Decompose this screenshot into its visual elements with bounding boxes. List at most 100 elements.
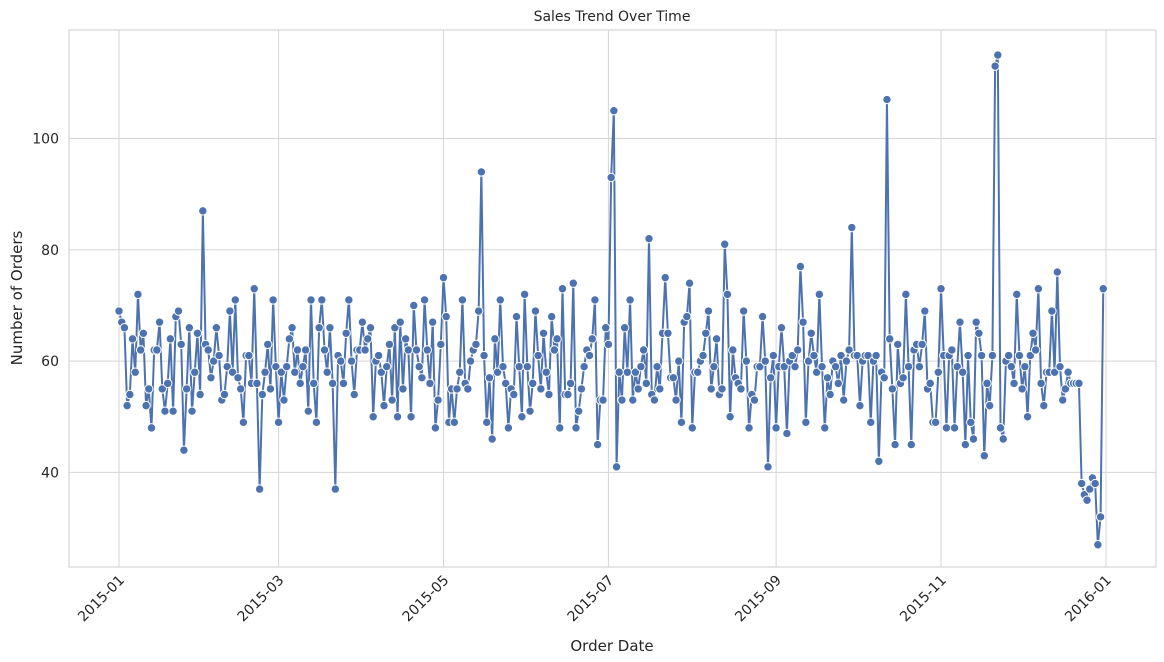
data-point	[365, 323, 376, 333]
data-point	[373, 350, 384, 361]
data-point	[295, 378, 305, 389]
data-point	[706, 384, 716, 394]
data-point	[463, 384, 473, 394]
data-point	[598, 395, 608, 405]
data-point	[930, 417, 941, 428]
data-point	[244, 350, 254, 361]
data-point	[971, 317, 981, 327]
data-point	[298, 361, 308, 372]
data-point	[233, 373, 243, 383]
data-point	[574, 406, 584, 416]
data-point	[963, 350, 973, 361]
data-point	[952, 361, 962, 372]
data-point	[749, 395, 760, 405]
data-point	[422, 345, 432, 355]
data-point	[1095, 512, 1106, 522]
data-point	[311, 417, 322, 428]
data-point	[684, 278, 695, 288]
data-point	[322, 367, 332, 377]
data-point	[187, 406, 197, 416]
data-point	[765, 373, 776, 383]
data-point	[257, 389, 268, 400]
data-point	[957, 367, 968, 377]
data-point	[203, 345, 213, 355]
y-tick-label: 100	[32, 132, 59, 148]
data-point	[157, 384, 167, 394]
data-point	[165, 334, 176, 344]
data-point	[841, 356, 852, 366]
data-point	[760, 356, 770, 366]
data-point	[979, 451, 989, 461]
data-point	[181, 384, 192, 394]
plot-frame	[68, 29, 1157, 568]
data-point	[427, 317, 438, 327]
data-point	[273, 417, 284, 428]
data-point	[268, 295, 278, 305]
data-point	[252, 378, 262, 389]
data-point	[541, 367, 551, 377]
data-point	[509, 389, 519, 400]
data-point	[192, 328, 203, 338]
data-point	[471, 339, 481, 350]
data-point	[430, 423, 441, 433]
data-point	[409, 300, 419, 311]
data-point	[533, 350, 543, 361]
data-point	[1039, 400, 1049, 411]
data-point	[160, 406, 170, 416]
data-point	[1022, 412, 1033, 422]
data-point	[1093, 540, 1103, 550]
data-point	[222, 361, 232, 372]
y-tick-label: 40	[41, 465, 59, 481]
data-point	[584, 350, 595, 361]
data-point	[795, 261, 806, 272]
data-point	[890, 439, 900, 450]
data-point	[549, 345, 560, 355]
data-point	[276, 367, 286, 377]
data-point	[744, 423, 754, 433]
data-point	[398, 384, 408, 394]
data-point	[884, 334, 895, 344]
data-point	[338, 378, 349, 389]
data-point	[465, 356, 476, 366]
data-point	[195, 389, 205, 400]
data-point	[636, 361, 646, 372]
data-point	[238, 417, 249, 428]
data-point	[1012, 289, 1022, 300]
data-point	[779, 361, 789, 372]
data-point	[330, 484, 341, 494]
data-point	[565, 378, 576, 389]
data-point	[198, 206, 208, 216]
data-point	[809, 350, 819, 361]
data-point	[227, 367, 238, 377]
data-point	[284, 334, 295, 344]
data-point	[179, 445, 189, 455]
data-point	[866, 417, 876, 428]
data-point	[901, 289, 911, 300]
data-point	[617, 395, 627, 405]
data-point	[736, 384, 746, 394]
data-point	[787, 350, 798, 361]
data-point	[287, 323, 297, 333]
data-point	[349, 389, 359, 400]
data-point	[1052, 267, 1063, 277]
data-point	[152, 345, 162, 355]
data-point	[976, 350, 987, 361]
y-axis-label: Number of Orders	[8, 230, 26, 365]
data-point	[949, 423, 960, 433]
data-point	[379, 400, 389, 411]
data-point	[476, 167, 487, 177]
data-point	[590, 295, 600, 305]
data-point	[814, 289, 825, 300]
data-point	[417, 373, 427, 383]
data-point	[1025, 350, 1035, 361]
data-point	[538, 328, 549, 338]
data-point	[511, 311, 522, 322]
data-point	[925, 378, 935, 389]
data-point	[1074, 378, 1084, 389]
data-point	[1009, 378, 1019, 389]
x-axis-label: Order Date	[570, 637, 653, 655]
data-point	[628, 395, 638, 405]
data-point	[546, 311, 557, 322]
data-point	[576, 384, 587, 394]
data-point	[974, 328, 984, 338]
